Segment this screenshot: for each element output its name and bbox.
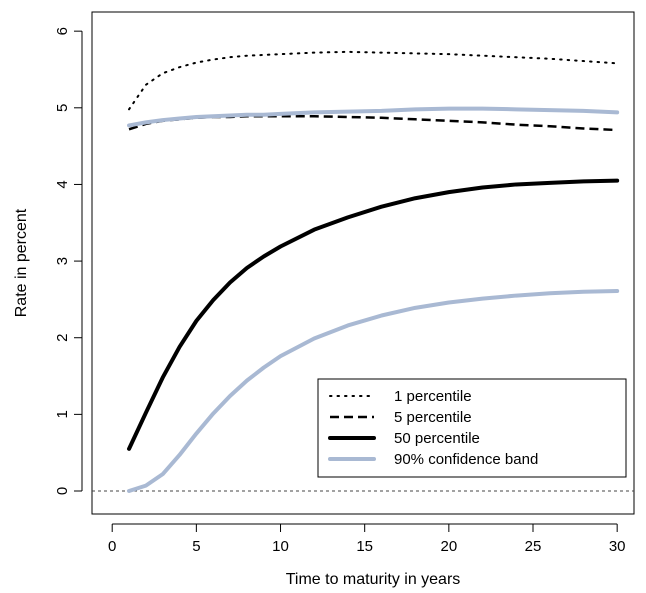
- y-tick-label: 1: [54, 410, 71, 418]
- x-tick-label: 5: [192, 538, 200, 555]
- y-tick-label: 4: [54, 180, 71, 188]
- plot-frame: [91, 11, 635, 515]
- y-tick-label: 3: [54, 257, 71, 265]
- legend-label: 90% confidence band: [394, 451, 538, 468]
- x-tick-label: 20: [441, 538, 458, 555]
- y-tick-label: 5: [54, 104, 71, 112]
- x-tick-label: 25: [525, 538, 542, 555]
- series-line-2: [127, 178, 620, 451]
- legend-label: 1 percentile: [394, 388, 472, 405]
- series-layer: [127, 50, 620, 494]
- y-tick-label: 0: [54, 487, 71, 495]
- y-axis: 0 1 2 3 4 5 6: [54, 27, 83, 495]
- y-axis-title: Rate in percent: [13, 208, 30, 317]
- y-tick-label: 6: [54, 27, 71, 35]
- x-tick-label: 30: [609, 538, 626, 555]
- x-tick-label: 10: [272, 538, 289, 555]
- series-line-3: [127, 106, 620, 128]
- legend-label: 50 percentile: [394, 430, 480, 447]
- x-tick-label: 0: [108, 538, 116, 555]
- y-tick-label: 2: [54, 334, 71, 342]
- legend-label: 5 percentile: [394, 409, 472, 426]
- series-line-0: [128, 50, 619, 111]
- x-axis-title: Time to maturity in years: [286, 571, 461, 588]
- x-axis: 0 5 10 15 20 25 30: [108, 523, 626, 555]
- legend: 1 percentile 5 percentile 50 percentile 90%…: [317, 378, 627, 478]
- series-line-4: [127, 288, 620, 494]
- series-line-1: [128, 114, 618, 132]
- x-tick-label: 15: [356, 538, 373, 555]
